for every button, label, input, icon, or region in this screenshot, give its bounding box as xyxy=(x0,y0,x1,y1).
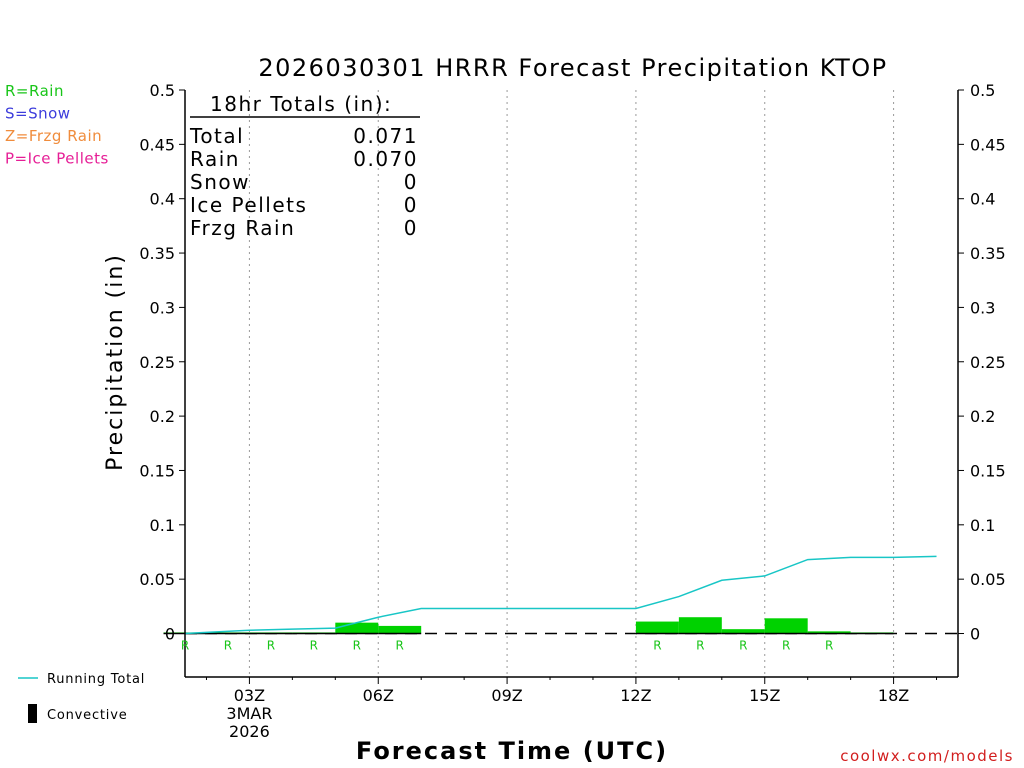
precip-bar-17z xyxy=(807,631,851,634)
x-tick-label-4: 15Z xyxy=(749,686,780,705)
y-axis-label: Precipitation (in) xyxy=(103,253,128,471)
type-key-0: R=Rain xyxy=(5,82,64,100)
running-total-line xyxy=(184,555,937,635)
precip-bar-7z xyxy=(378,625,422,634)
x-tick-label-5: 18Z xyxy=(878,686,909,705)
y-tick-label-left-7: 0.35 xyxy=(139,244,175,263)
ptype-mark-14z: R xyxy=(696,639,704,653)
y-tick-label-left-9: 0.45 xyxy=(139,135,175,154)
y-tick-label-left-6: 0.3 xyxy=(150,298,175,317)
y-tick-label-left-10: 0.5 xyxy=(150,81,175,100)
x-tick-label-0: 03Z xyxy=(234,686,265,705)
precip-bar-6z xyxy=(335,622,379,634)
date-label-1: 2026 xyxy=(229,722,270,741)
y-tick-label-left-1: 0.05 xyxy=(139,570,175,589)
y-tick-label-right-4: 0.2 xyxy=(970,407,995,426)
date-label-0: 3MAR xyxy=(226,704,272,723)
x-tick-label-3: 12Z xyxy=(620,686,651,705)
y-tick-label-right-0: 0 xyxy=(970,625,980,644)
y-tick-label-right-3: 0.15 xyxy=(970,461,1006,480)
ptype-mark-13z: R xyxy=(653,639,661,653)
totals-value-1: 0.070 xyxy=(353,147,418,171)
precip-bar-13z xyxy=(635,621,679,634)
source-credit: coolwx.com/models xyxy=(840,747,1014,765)
totals-heading: 18hr Totals (in): xyxy=(210,92,392,116)
ptype-mark-6z: R xyxy=(353,639,361,653)
totals-table: 18hr Totals (in): Total 0.071 Rain 0.070 Sno… xyxy=(189,92,420,240)
axes xyxy=(179,89,964,684)
ptype-mark-16z: R xyxy=(782,639,790,653)
chart-title: 2026030301 HRRR Forecast Precipitation K… xyxy=(258,54,887,82)
precip-bar-14z xyxy=(678,617,722,634)
ptype-mark-17z: R xyxy=(825,639,833,653)
y-tick-label-right-5: 0.25 xyxy=(970,353,1006,372)
bars xyxy=(163,617,894,635)
totals-value-4: 0 xyxy=(404,216,418,240)
ptype-mark-2z: R xyxy=(181,639,189,653)
y-tick-label-right-1: 0.05 xyxy=(970,570,1006,589)
totals-value-2: 0 xyxy=(404,170,418,194)
type-key-2: Z=Frzg Rain xyxy=(5,127,102,145)
ptype-mark-4z: R xyxy=(267,639,275,653)
y-tick-label-right-6: 0.3 xyxy=(970,298,995,317)
legend-convective-swatch xyxy=(28,704,37,723)
y-tick-label-right-7: 0.35 xyxy=(970,244,1006,263)
legend-running-total-label: Running Total xyxy=(47,672,145,687)
tick-labels: 0 00.05 0.050.1 0.10.15 0.150.2 0.20.25 0.250.… xyxy=(139,81,1005,741)
totals-label-4: Frzg Rain xyxy=(190,216,295,240)
legend-convective-label: Convective xyxy=(47,708,128,723)
y-tick-label-right-10: 0.5 xyxy=(970,81,995,100)
ptype-mark-15z: R xyxy=(739,639,747,653)
totals-label-3: Ice Pellets xyxy=(190,193,307,217)
y-tick-label-right-8: 0.4 xyxy=(970,190,995,209)
y-tick-label-left-3: 0.15 xyxy=(139,461,175,480)
y-tick-label-left-0: 0 xyxy=(165,625,175,644)
totals-label-0: Total xyxy=(189,124,244,148)
y-tick-label-left-5: 0.25 xyxy=(139,353,175,372)
running-total-series xyxy=(184,555,937,635)
type-key-3: P=Ice Pellets xyxy=(5,150,109,168)
ptype-mark-7z: R xyxy=(396,639,404,653)
y-tick-label-left-8: 0.4 xyxy=(150,190,175,209)
ptype-mark-3z: R xyxy=(224,639,232,653)
totals-label-1: Rain xyxy=(190,147,240,171)
x-tick-label-2: 09Z xyxy=(491,686,522,705)
totals-label-2: Snow xyxy=(190,170,250,194)
precip-bar-16z xyxy=(764,618,808,634)
y-tick-label-left-4: 0.2 xyxy=(150,407,175,426)
y-tick-label-left-2: 0.1 xyxy=(150,516,175,535)
ptype-mark-5z: R xyxy=(310,639,318,653)
y-tick-label-right-9: 0.45 xyxy=(970,135,1006,154)
gridlines xyxy=(185,90,958,677)
precip-bar-15z xyxy=(721,629,765,634)
type-key-1: S=Snow xyxy=(5,105,71,123)
x-tick-label-1: 06Z xyxy=(363,686,394,705)
x-axis-label: Forecast Time (UTC) xyxy=(356,737,668,765)
totals-value-0: 0.071 xyxy=(353,124,418,148)
totals-value-3: 0 xyxy=(404,193,418,217)
legend: Running Total Convective xyxy=(18,672,145,723)
y-tick-label-right-2: 0.1 xyxy=(970,516,995,535)
precip-type-key: R=Rain S=Snow Z=Frzg Rain P=Ice Pellets xyxy=(5,82,109,168)
